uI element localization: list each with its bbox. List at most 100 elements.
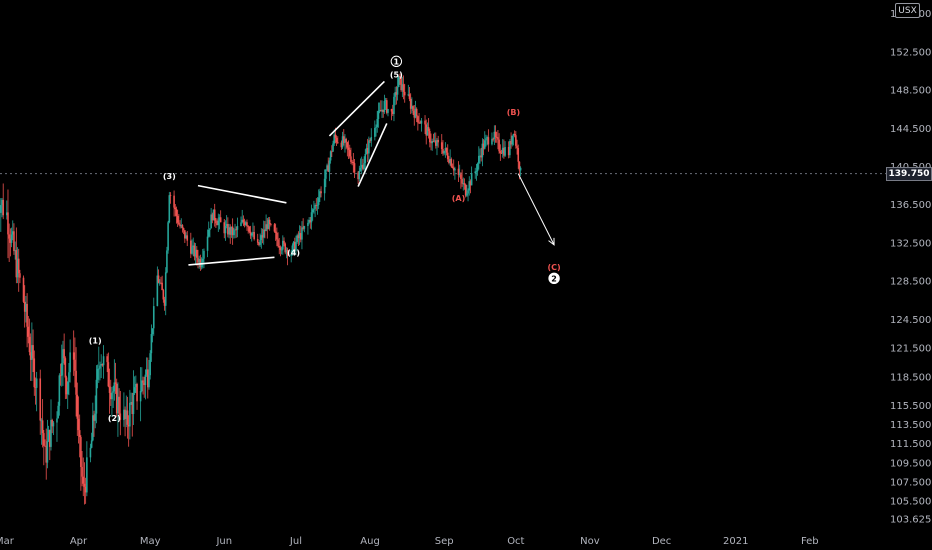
candle-body [236,225,239,230]
candle-body [230,226,233,235]
price-tick-label: 103.625 [890,514,931,525]
candle-body [383,101,386,113]
candle-body [515,135,517,146]
candle-body [268,219,271,225]
price-tick-label: 105.500 [890,497,931,508]
candle-body [161,282,163,291]
trend-line[interactable] [188,256,275,266]
candle-body [92,415,94,441]
candle-body [118,396,120,414]
candle-body [247,226,249,227]
candle-body [218,217,221,221]
candle-body [381,109,383,112]
candle-body [175,209,178,216]
circled-wave-label-c1: 1 [394,57,400,66]
candle-body [436,139,438,146]
candle-body [114,382,117,384]
projection-arrow-head [548,237,555,246]
candle-body [411,106,413,109]
candle-body [308,219,310,223]
candle-body [437,139,439,143]
time-tick-label: Mar [0,536,15,547]
candle-body [337,142,339,144]
currency-badge[interactable]: USX [895,3,920,18]
candle-body [151,328,154,335]
candle-body [143,382,146,385]
candle-body [285,249,288,253]
circled-wave-marker-c2 [548,272,560,285]
candle-body [443,150,445,154]
candle-body [228,227,230,235]
candle-body [51,420,53,427]
candle-body [29,352,32,360]
candle-body [295,241,297,251]
candle-body [362,164,364,170]
candle-body [178,222,180,225]
candle-body [249,231,252,236]
last-price-tag: 139.750 [886,166,932,181]
candle-body [479,155,481,157]
circled-wave-label-c2: 2 [551,274,557,283]
candle-body [414,108,417,118]
time-axis[interactable]: Mar Apr May Jun Jul Aug Sep Oct Nov Dec 2021 Feb [0,536,819,547]
candle-body [274,231,277,233]
candle-body [403,91,406,96]
candle-body [215,220,217,224]
candle-body [69,352,71,373]
candle-body [296,235,298,242]
candle-body [485,138,487,141]
candle-body [424,120,426,125]
candle-body [430,142,432,144]
candle-body [84,486,87,493]
candle-body [146,369,149,388]
trend-line[interactable] [328,80,385,137]
candle-body [331,151,333,153]
candle-body [512,133,515,136]
price-axis[interactable]: 103.625 105.500 107.500 109.500 111.500 113.5… [890,9,931,525]
candle-body [278,246,281,248]
candle-body [141,380,143,392]
candle-body [481,143,484,158]
candle-body [113,382,116,392]
projection-arrow-line[interactable] [517,173,555,246]
candle-body [450,159,453,167]
candle-body [139,391,142,402]
candle-body [370,136,373,141]
price-tick-label: 109.500 [890,458,931,469]
candle-body [409,98,412,109]
candle-body [394,92,396,97]
candle-body [487,137,490,145]
candle-body [166,250,168,273]
candle-body [130,402,132,403]
trend-lines[interactable] [188,80,555,266]
candle-body [347,147,350,150]
candle-body [200,262,203,268]
candle-body [334,134,337,138]
candle-body [332,143,334,152]
candle-body [1,199,3,206]
candle-body [90,440,93,448]
candle-body [299,233,302,240]
wave-labels: (1) (2) (3) (4) (5) (A) (B) (C) 1 2 [89,55,561,423]
trend-line[interactable] [197,184,287,204]
candle-body [23,301,26,312]
candle-body [368,140,370,154]
candle-body [9,238,12,243]
candle-body [213,209,216,221]
candle-body [328,160,331,172]
candle-body [516,145,518,149]
candle-body [76,394,79,419]
candle-body [125,410,128,419]
candle-body [119,413,122,421]
candle-body [397,76,400,87]
wave-label-w4: (4) [287,249,300,258]
candle-body [180,225,183,227]
candle-body [492,138,494,140]
candle-body [231,226,234,236]
candle-body [16,258,19,278]
candle-body [26,303,28,327]
candle-body [486,137,488,139]
trend-line[interactable] [357,123,388,187]
